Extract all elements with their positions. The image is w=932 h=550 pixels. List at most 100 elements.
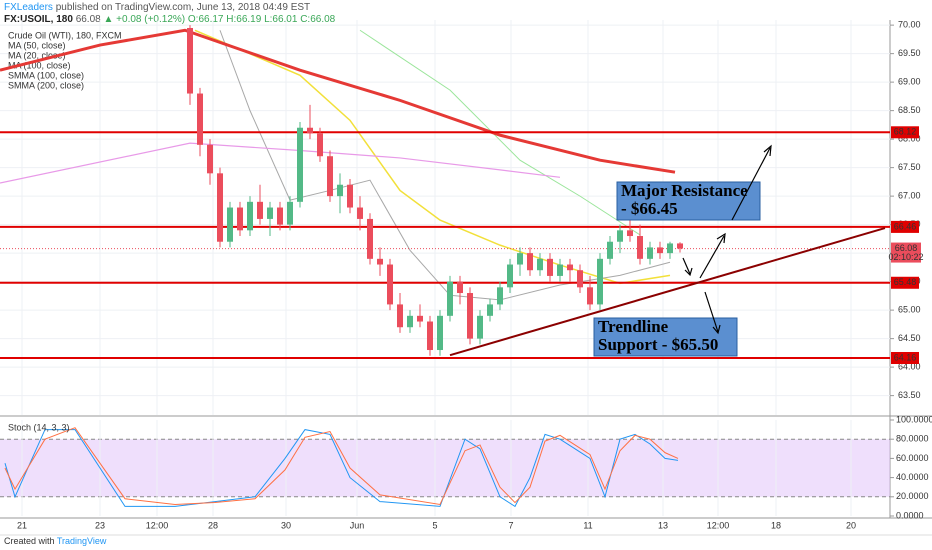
candle-body bbox=[347, 184, 353, 208]
y-tick-label: 40.0000 bbox=[896, 472, 929, 482]
y-tick-label: 69.00 bbox=[898, 77, 921, 87]
annotation-box bbox=[616, 181, 761, 221]
moving-average bbox=[0, 28, 676, 174]
candle-body bbox=[417, 315, 423, 322]
candle-body bbox=[497, 287, 503, 305]
candle-body bbox=[237, 207, 243, 231]
x-tick-label: 20 bbox=[846, 520, 856, 530]
ohlc: O:66.17 H:66.19 L:66.01 C:66.08 bbox=[188, 14, 336, 25]
candle-body bbox=[357, 207, 363, 219]
y-tick-label: 70.00 bbox=[898, 20, 921, 30]
symbol-line: FX:USOIL, 180 66.08 ▲ +0.08 (+0.12%) O:6… bbox=[4, 14, 336, 25]
candle-body bbox=[277, 207, 283, 225]
candle-body bbox=[537, 258, 543, 271]
y-tick-label: 20.0000 bbox=[896, 491, 929, 501]
candle-body bbox=[247, 201, 253, 231]
x-tick-label: 13 bbox=[658, 520, 668, 530]
candle-body bbox=[427, 321, 433, 351]
moving-average bbox=[359, 29, 641, 236]
arrow-head bbox=[716, 232, 726, 244]
y-tick-label: 63.50 bbox=[898, 390, 921, 400]
x-tick-label: Jun bbox=[350, 520, 365, 530]
candle-body bbox=[257, 201, 263, 219]
candle-body bbox=[307, 127, 313, 134]
x-tick-label: 11 bbox=[583, 520, 592, 530]
publisher-name: FXLeaders bbox=[4, 2, 53, 13]
candle-body bbox=[577, 270, 583, 288]
candle-body bbox=[647, 247, 653, 259]
candle-body bbox=[527, 253, 533, 271]
level-label: 64.16 bbox=[894, 352, 917, 362]
arrow-head bbox=[712, 324, 721, 335]
y-tick-label: 65.00 bbox=[898, 304, 921, 314]
y-tick-label: 67.00 bbox=[898, 191, 921, 201]
chart-title: Crude Oil (WTI), 180, FXCM bbox=[8, 30, 122, 40]
footer-text: Created with bbox=[4, 536, 55, 546]
level-label: 68.12 bbox=[894, 127, 917, 137]
candle-body bbox=[667, 243, 673, 254]
x-tick-label: 21 bbox=[17, 520, 27, 530]
y-tick-label: 80.0000 bbox=[896, 434, 929, 444]
publisher: FXLeaders published on TradingView.com, … bbox=[4, 2, 310, 13]
candle-body bbox=[547, 258, 553, 276]
moving-average bbox=[0, 142, 561, 184]
stoch-band bbox=[0, 439, 890, 497]
level-label-box bbox=[891, 126, 919, 139]
candle-body bbox=[627, 230, 633, 237]
level-label-box bbox=[891, 276, 919, 289]
candle-body bbox=[397, 304, 403, 328]
stoch-title: Stoch (14, 3, 3) bbox=[8, 422, 70, 432]
level-label-box bbox=[891, 352, 919, 365]
legend-entry: SMMA (200, close) bbox=[8, 80, 84, 90]
y-tick-label: 100.0000 bbox=[896, 414, 932, 424]
candle-body bbox=[437, 315, 443, 351]
candle-body bbox=[637, 236, 643, 259]
candle-body bbox=[207, 144, 213, 174]
arrow-head bbox=[684, 267, 693, 277]
legend-entry: MA (20, close) bbox=[8, 50, 66, 60]
y-tick-label: 67.50 bbox=[898, 162, 921, 172]
candle-body bbox=[377, 258, 383, 265]
y-tick-label: 64.00 bbox=[898, 361, 921, 371]
candle-body bbox=[557, 264, 563, 276]
candle-body bbox=[387, 264, 393, 305]
candle-body bbox=[187, 27, 193, 94]
candle-body bbox=[287, 201, 293, 225]
countdown: 02:10:22 bbox=[888, 252, 923, 262]
last-price-label: 66.08 bbox=[895, 243, 918, 253]
trendline bbox=[449, 227, 886, 357]
x-tick-label: 30 bbox=[281, 520, 291, 530]
x-tick-label: 18 bbox=[771, 520, 781, 530]
stoch-line bbox=[4, 427, 679, 506]
y-tick-label: 60.0000 bbox=[896, 453, 929, 463]
candle-body bbox=[607, 241, 613, 259]
symbol: FX:USOIL, 180 bbox=[4, 14, 73, 25]
arrow bbox=[699, 235, 725, 279]
candle-body bbox=[217, 173, 223, 242]
annotation-text: Major Resistance bbox=[621, 181, 748, 200]
candle-body bbox=[297, 127, 303, 202]
x-tick-label: 5 bbox=[432, 520, 437, 530]
candle-body bbox=[337, 184, 343, 197]
change: ▲ +0.08 (+0.12%) bbox=[104, 14, 186, 25]
candle-body bbox=[597, 258, 603, 305]
candle-body bbox=[567, 264, 573, 271]
candle-body bbox=[317, 133, 323, 157]
level-label: 66.46 bbox=[894, 221, 917, 231]
candle-body bbox=[407, 315, 413, 328]
candle-body bbox=[587, 287, 593, 305]
y-tick-label: 64.50 bbox=[898, 333, 921, 343]
candle-body bbox=[267, 207, 273, 219]
y-tick-label: 68.50 bbox=[898, 105, 921, 115]
footer-brand: TradingView bbox=[57, 536, 107, 546]
candle-body bbox=[657, 247, 663, 254]
level-label: 65.48 bbox=[894, 277, 917, 287]
x-tick-label: 23 bbox=[95, 520, 105, 530]
arrow bbox=[682, 257, 691, 275]
x-tick-label: 7 bbox=[508, 520, 513, 530]
x-tick-label: 28 bbox=[208, 520, 218, 530]
legend-entry: MA (100, close) bbox=[8, 60, 71, 70]
candle-body bbox=[447, 281, 453, 316]
candle-body bbox=[197, 93, 203, 145]
